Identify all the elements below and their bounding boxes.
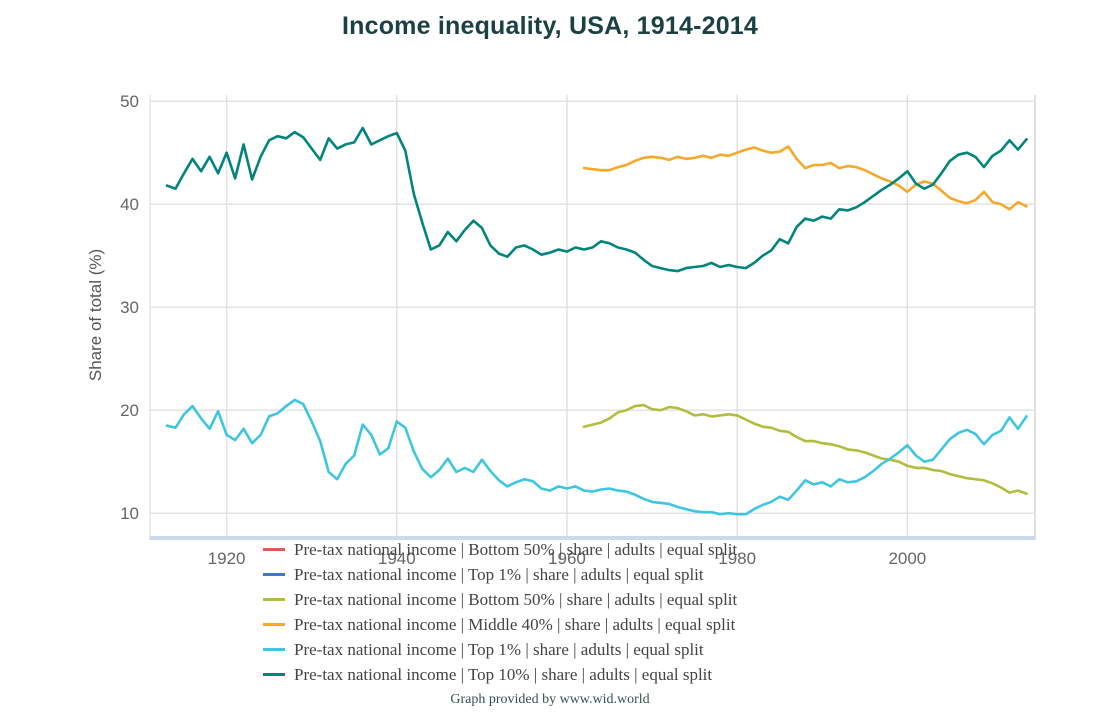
legend-swatch-icon	[263, 548, 285, 551]
series-line[interactable]	[165, 398, 1028, 516]
y-tick-label: 50	[120, 92, 139, 111]
y-tick-label: 20	[120, 401, 139, 420]
legend-label: Pre-tax national income | Bottom 50% | s…	[294, 589, 738, 609]
legend-item[interactable]: Pre-tax national income | Bottom 50% | s…	[263, 587, 737, 612]
legend-swatch-icon	[263, 648, 285, 651]
x-tick-label: 1920	[208, 549, 246, 568]
chart-title: Income inequality, USA, 1914-2014	[341, 12, 759, 40]
legend-label: Pre-tax national income | Top 10% | shar…	[294, 664, 713, 684]
legend-swatch-icon	[263, 673, 285, 676]
x-tick-label: 2000	[888, 549, 926, 568]
attribution-footer: Graph provided by www.wid.world	[450, 692, 650, 707]
x-tick-label: 1980	[718, 549, 756, 568]
plot-background	[150, 95, 1035, 540]
legend-swatch-icon	[263, 598, 285, 601]
series-line[interactable]	[165, 126, 1028, 273]
y-tick-label: 40	[120, 195, 139, 214]
series-line[interactable]	[582, 403, 1028, 495]
y-tick-label: 10	[120, 504, 139, 523]
legend-item[interactable]: Pre-tax national income | Top 10% | shar…	[263, 662, 737, 687]
x-axis-band	[150, 536, 1035, 540]
x-tick-label: 1960	[548, 549, 586, 568]
series-line[interactable]	[582, 145, 1028, 211]
legend-item[interactable]: Pre-tax national income | Top 1% | share…	[263, 637, 737, 662]
x-tick-label: 1940	[378, 549, 416, 568]
y-axis-title: Share of total (%)	[86, 248, 105, 382]
legend-label: Pre-tax national income | Middle 40% | s…	[294, 614, 736, 634]
legend: Pre-tax national income | Bottom 50% | s…	[263, 537, 737, 687]
legend-label: Pre-tax national income | Top 1% | share…	[294, 639, 704, 659]
legend-item[interactable]: Pre-tax national income | Middle 40% | s…	[263, 612, 737, 637]
y-tick-label: 30	[120, 298, 139, 317]
legend-item[interactable]: Pre-tax national income | Bottom 50% | s…	[263, 537, 737, 562]
legend-item[interactable]: Pre-tax national income | Top 1% | share…	[263, 562, 737, 587]
legend-label: Pre-tax national income | Bottom 50% | s…	[294, 539, 738, 559]
legend-label: Pre-tax national income | Top 1% | share…	[294, 564, 704, 584]
legend-swatch-icon	[263, 573, 285, 576]
legend-swatch-icon	[263, 623, 285, 626]
